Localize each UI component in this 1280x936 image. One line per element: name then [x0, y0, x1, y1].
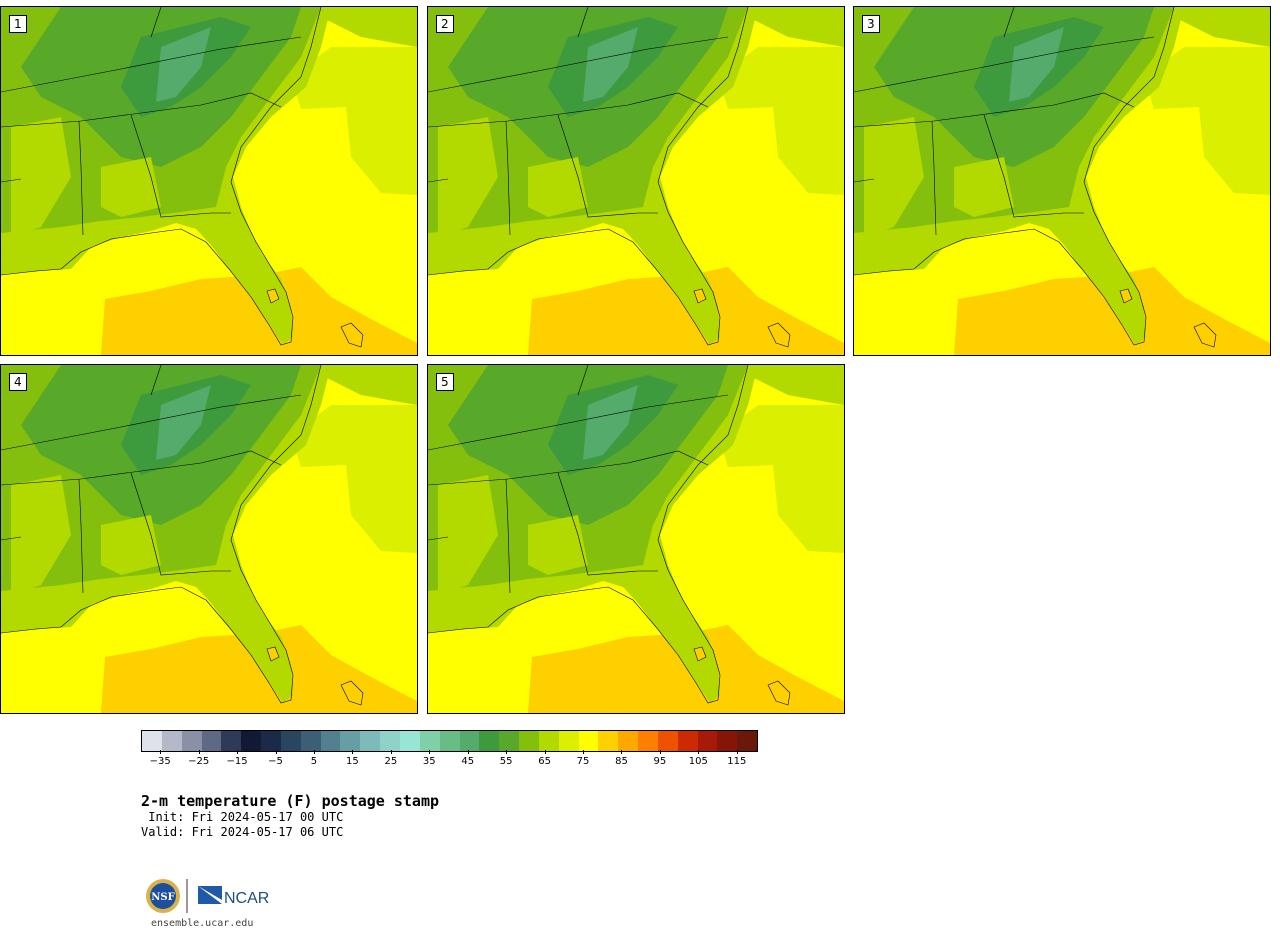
site-url: ensemble.ucar.edu	[151, 918, 254, 929]
plot-title: 2-m temperature (F) postage stamp	[141, 792, 440, 810]
colorbar-tick-label: 105	[688, 756, 708, 767]
colorbar-tick-label: 55	[499, 756, 513, 767]
colorbar-tick-label: 15	[346, 756, 359, 767]
colorbar-tick-label: 75	[576, 756, 590, 767]
colorbar-tick	[313, 750, 315, 754]
temperature-map	[1, 365, 417, 713]
colorbar-tick	[621, 750, 623, 754]
nsf-ncar-logo: NSF NCAR	[146, 879, 269, 913]
colorbar-swatch	[737, 731, 758, 751]
map-panel-1: 1	[0, 6, 418, 356]
colorbar-tick-label: 35	[422, 756, 436, 767]
panel-number-label: 5	[436, 373, 454, 391]
temperature-map	[428, 365, 844, 713]
temperature-map	[428, 7, 844, 355]
colorbar-tick	[275, 750, 277, 754]
colorbar-swatch	[479, 731, 500, 751]
colorbar-swatch	[221, 731, 242, 751]
colorbar-tick-label: −25	[188, 756, 210, 767]
colorbar-tick	[198, 750, 200, 754]
colorbar-tick-label: 45	[461, 756, 475, 767]
colorbar-tick-label: 95	[653, 756, 667, 767]
temperature-map	[854, 7, 1270, 355]
logos: NSF NCAR	[144, 876, 284, 916]
colorbar-tick	[160, 750, 162, 754]
colorbar-tick	[467, 750, 469, 754]
panel-number-label: 3	[862, 15, 880, 33]
map-panel-5: 5	[427, 364, 845, 714]
map-panel-3: 3	[853, 6, 1271, 356]
map-panel-2: 2	[427, 6, 845, 356]
colorbar-tick-label: −35	[149, 756, 171, 767]
colorbar-swatch	[697, 731, 718, 751]
colorbar-swatch	[657, 731, 678, 751]
colorbar-swatch	[519, 731, 539, 751]
colorbar-tick-label: 5	[310, 756, 318, 767]
colorbar-tick-label: 65	[538, 756, 551, 767]
valid-time: Valid: Fri 2024-05-17 06 UTC	[141, 825, 344, 839]
colorbar-swatch	[459, 731, 480, 751]
colorbar-tick	[583, 750, 585, 754]
colorbar-tick-label: −15	[226, 756, 248, 767]
colorbar-swatch	[578, 731, 599, 751]
colorbar-tick	[352, 750, 354, 754]
colorbar-tick	[544, 750, 546, 754]
colorbar-swatch	[142, 731, 162, 751]
panel-number-label: 4	[9, 373, 27, 391]
colorbar-swatch	[538, 731, 559, 751]
colorbar-swatch	[499, 731, 520, 751]
colorbar-tick-label: −5	[268, 756, 283, 767]
colorbar-swatch	[340, 731, 361, 751]
colorbar-swatch	[439, 731, 460, 751]
colorbar-swatch	[419, 731, 440, 751]
colorbar-swatch	[360, 731, 381, 751]
colorbar-swatch	[618, 731, 639, 751]
colorbar-swatch	[380, 731, 400, 751]
colorbar-tick	[698, 750, 700, 754]
colorbar-swatch	[598, 731, 619, 751]
init-time: Init: Fri 2024-05-17 00 UTC	[141, 810, 344, 824]
colorbar-swatch	[201, 731, 222, 751]
colorbar-swatch	[399, 731, 420, 751]
colorbar-swatch	[300, 731, 321, 751]
colorbar-tick	[659, 750, 661, 754]
colorbar-tick	[429, 750, 431, 754]
nsf-logo-text: NSF	[151, 892, 174, 903]
colorbar-tick-label: 25	[384, 756, 398, 767]
colorbar-swatch	[677, 731, 698, 751]
colorbar-tick-label: 115	[727, 756, 747, 767]
colorbar-swatch	[261, 731, 281, 751]
colorbar-swatch	[717, 731, 738, 751]
colorbar-swatch	[181, 731, 202, 751]
colorbar-swatch	[558, 731, 579, 751]
colorbar-tick	[506, 750, 508, 754]
colorbar-swatch	[161, 731, 182, 751]
ncar-logo-text: NCAR	[224, 890, 269, 907]
colorbar-swatch	[320, 731, 341, 751]
panel-number-label: 1	[9, 15, 27, 33]
panel-number-label: 2	[436, 15, 454, 33]
temperature-map	[1, 7, 417, 355]
colorbar-ticks: −35 −25 −15 −5 5 15 25 35 45 55 65 75 85 95 105 115	[141, 750, 756, 772]
colorbar-tick	[736, 750, 738, 754]
colorbar-tick	[390, 750, 392, 754]
colorbar	[141, 730, 758, 752]
colorbar-swatch	[638, 731, 658, 751]
colorbar-tick	[237, 750, 239, 754]
colorbar-swatch	[280, 731, 301, 751]
map-panel-4: 4	[0, 364, 418, 714]
colorbar-tick-label: 85	[615, 756, 628, 767]
colorbar-swatch	[241, 731, 262, 751]
